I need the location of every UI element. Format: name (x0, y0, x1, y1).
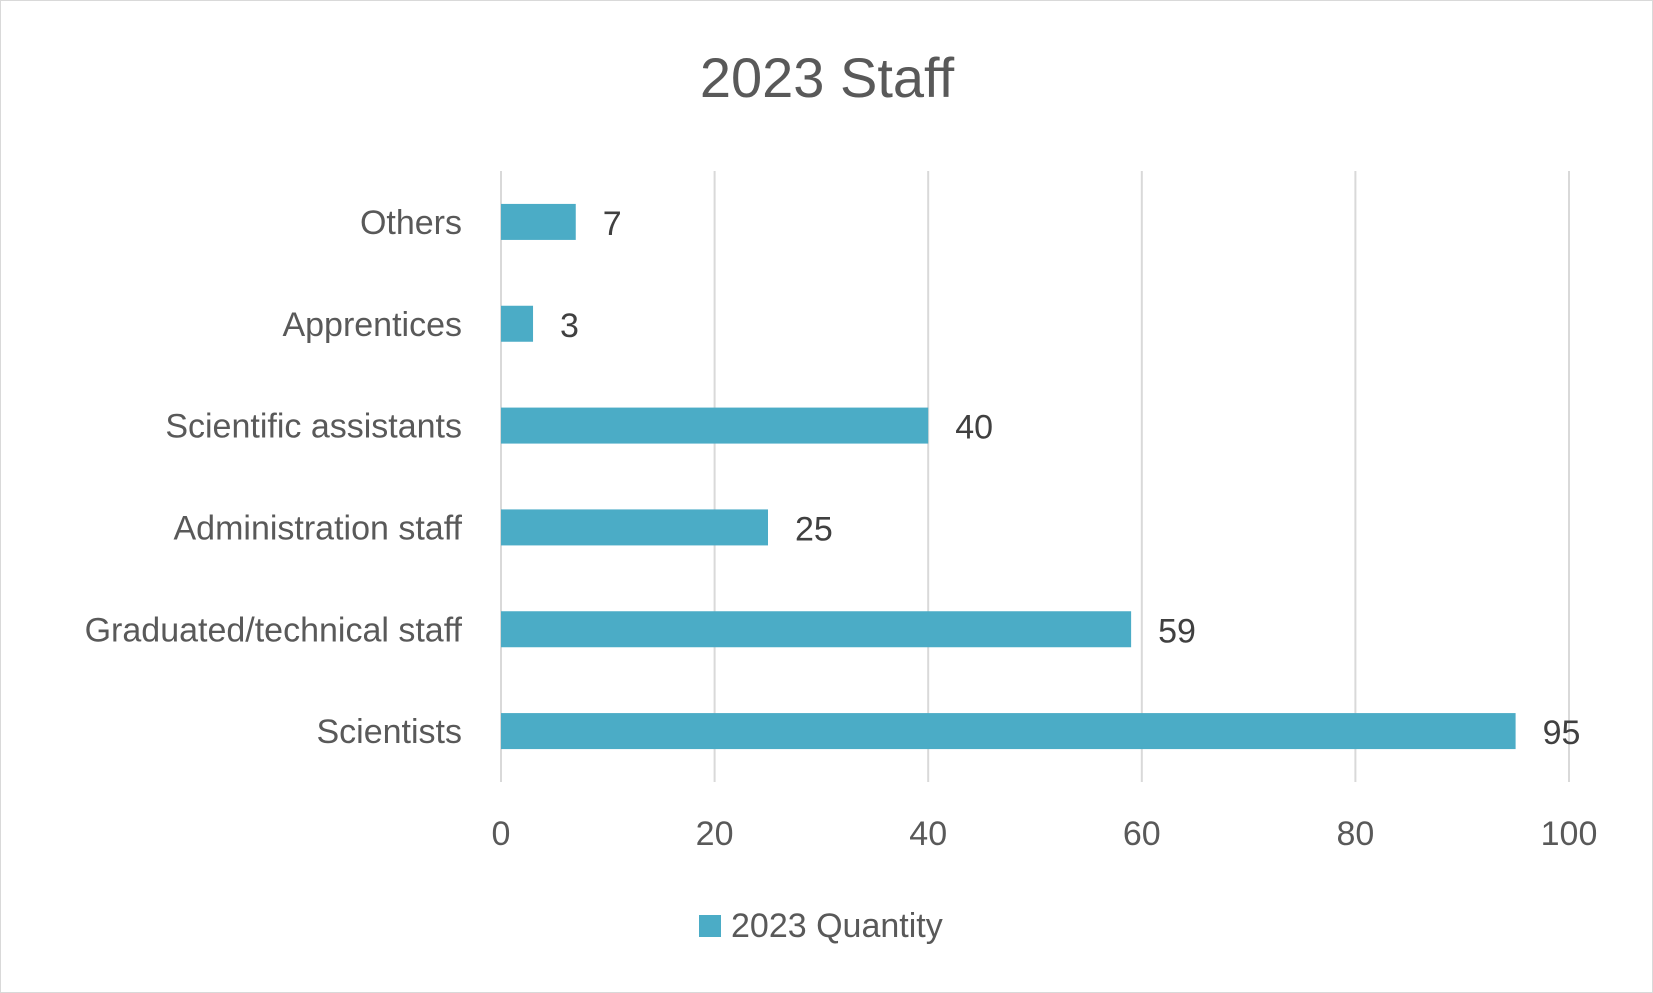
bars (501, 203, 1516, 750)
category-label: Scientists (317, 713, 463, 751)
bar-apprentices (501, 305, 534, 342)
legend-label: 2023 Quantity (731, 907, 943, 945)
category-label: Apprentices (282, 306, 462, 344)
bar-administration-staff (501, 509, 768, 546)
data-label: 95 (1543, 714, 1581, 752)
category-label: Graduated/technical staff (85, 611, 463, 649)
x-tick-label-100: 100 (1541, 815, 1598, 853)
bar-scientists (501, 713, 1516, 750)
x-tick-label-0: 0 (492, 815, 511, 853)
data-label: 25 (795, 510, 833, 548)
bar-others (501, 203, 576, 240)
category-label: Scientific assistants (165, 408, 462, 446)
x-tick-label-60: 60 (1123, 815, 1161, 853)
x-tick-label-80: 80 (1336, 815, 1374, 853)
bar-graduated-technical-staff (501, 611, 1132, 648)
data-label: 7 (603, 205, 622, 243)
x-tick-label-20: 20 (696, 815, 734, 853)
legend-swatch (699, 915, 721, 937)
bar-scientific-assistants (501, 407, 929, 444)
data-label: 3 (560, 307, 579, 345)
category-label: Administration staff (173, 509, 462, 547)
x-tick-label-40: 40 (909, 815, 947, 853)
category-label: Others (360, 204, 462, 242)
category-labels: Others Apprentices Scientific assistants Ad… (85, 204, 463, 751)
data-label: 40 (955, 409, 993, 447)
chart-title: 2023 Staff (700, 46, 955, 109)
legend: 2023 Quantity (699, 907, 943, 945)
data-label: 59 (1158, 612, 1196, 650)
data-labels: 7 3 40 25 59 95 (560, 205, 1580, 752)
gridlines (500, 171, 1570, 782)
x-axis-tick-labels: 0 20 40 60 80 100 (492, 815, 1598, 853)
